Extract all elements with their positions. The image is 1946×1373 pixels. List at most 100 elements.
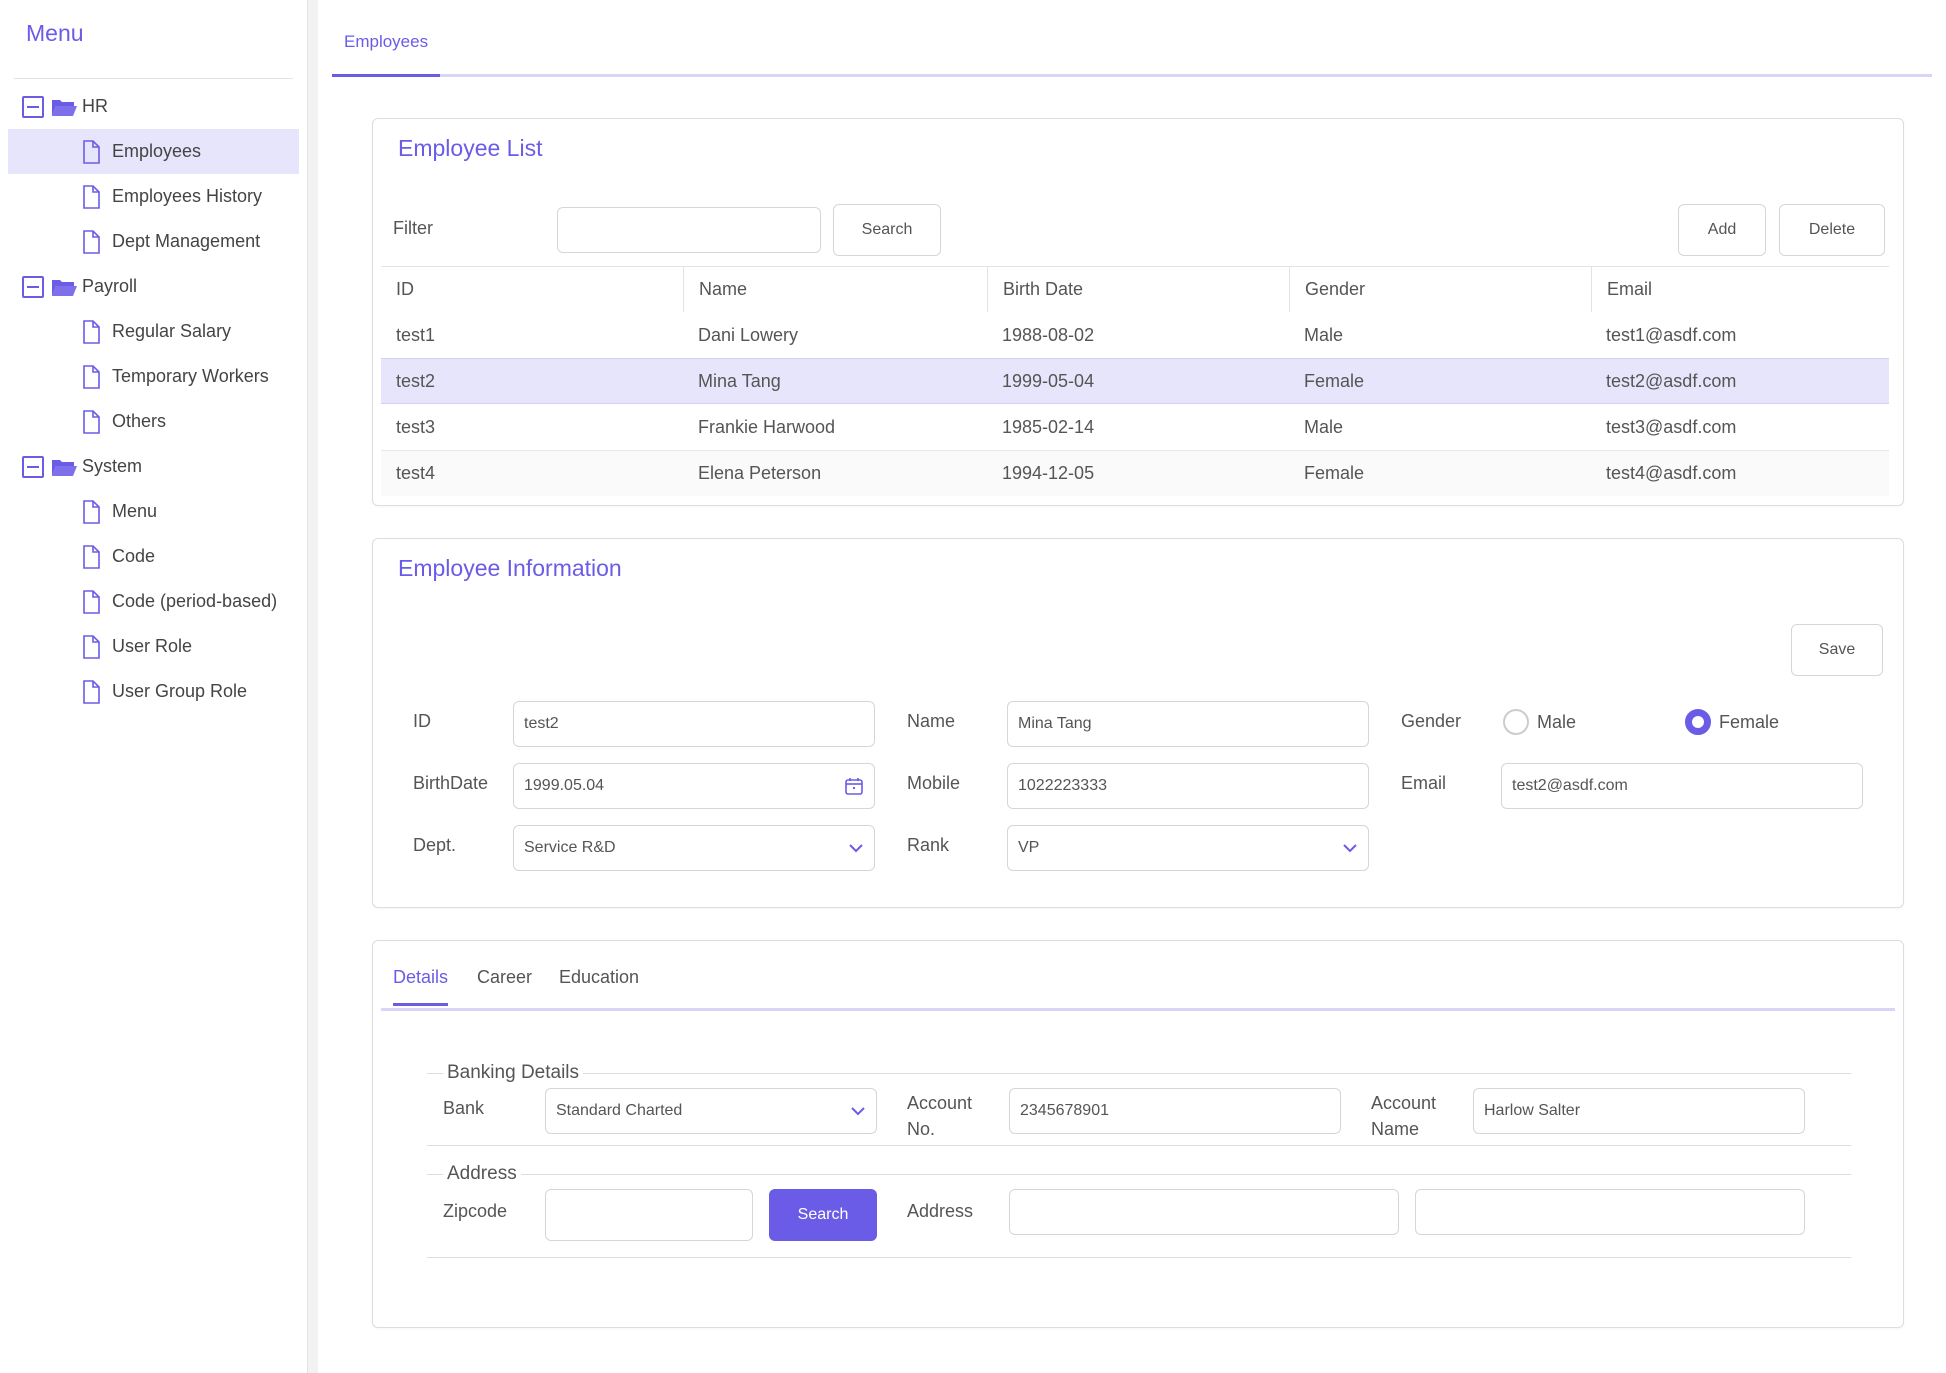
employee-list-card: Employee List Filter Search Add Delete I… — [372, 118, 1904, 506]
tab-career[interactable]: Career — [477, 967, 533, 987]
column-header-id[interactable]: ID — [396, 279, 414, 299]
file-icon — [83, 589, 100, 614]
column-header-gender[interactable]: Gender — [1289, 267, 1591, 312]
bank-select[interactable]: Standard Charted — [545, 1088, 877, 1134]
table-cell: Frankie Harwood — [698, 416, 836, 437]
zipcode-field[interactable] — [545, 1189, 753, 1241]
address-label: Address — [907, 1201, 974, 1221]
table-cell: Male — [1304, 416, 1344, 437]
name-value: Mina Tang — [1018, 715, 1092, 732]
table-row[interactable]: test3 Frankie Harwood 1985-02-14 Male test3@… — [381, 404, 1889, 450]
table-cell: Dani Lowery — [698, 324, 799, 345]
radio-checked-icon — [1685, 709, 1711, 735]
account-name-label-line1: Account — [1371, 1093, 1437, 1113]
account-name-field[interactable]: Harlow Salter — [1473, 1088, 1805, 1134]
sidebar-item-user-role[interactable]: User Role — [8, 624, 299, 669]
table-row[interactable]: test4 Elena Peterson 1994-12-05 Female test4… — [381, 450, 1889, 496]
add-button[interactable]: Add — [1678, 204, 1766, 256]
table-cell: test2@asdf.com — [1606, 370, 1737, 391]
name-field[interactable]: Mina Tang — [1007, 701, 1369, 747]
address-line2-field[interactable] — [1415, 1189, 1805, 1235]
dept-value: Service R&D — [524, 839, 616, 856]
sidebar-item-code-period-based[interactable]: Code (period-based) — [8, 579, 299, 624]
sidebar-group-payroll[interactable]: Payroll — [8, 264, 299, 309]
search-button[interactable]: Search — [833, 204, 941, 256]
zipcode-search-button[interactable]: Search — [769, 1189, 877, 1241]
file-icon — [83, 184, 100, 209]
email-field[interactable]: test2@asdf.com — [1501, 763, 1863, 809]
zipcode-label: Zipcode — [443, 1201, 508, 1221]
tab-education[interactable]: Education — [559, 967, 640, 987]
mobile-label: Mobile — [907, 773, 961, 793]
employee-table: ID Name Birth Date Gender Email test1 Dan… — [381, 266, 1889, 496]
sidebar-item-label: User Role — [112, 636, 193, 656]
tab-details[interactable]: Details — [393, 967, 449, 1006]
rank-select[interactable]: VP — [1007, 825, 1369, 871]
table-cell: 1988-08-02 — [1002, 324, 1095, 345]
table-cell: test1 — [396, 324, 436, 345]
column-header-email[interactable]: Email — [1591, 267, 1889, 312]
calendar-icon[interactable] — [844, 776, 864, 796]
collapse-icon[interactable] — [22, 95, 44, 118]
sidebar-group-system[interactable]: System — [8, 444, 299, 489]
rank-label: Rank — [907, 835, 950, 855]
birthdate-field[interactable]: 1999.05.04 — [513, 763, 875, 809]
birthdate-label: BirthDate — [413, 773, 489, 793]
table-cell: 1985-02-14 — [1002, 416, 1095, 437]
file-icon — [83, 499, 100, 524]
gender-male-label: Male — [1537, 711, 1577, 732]
dept-label: Dept. — [413, 835, 457, 855]
gender-male-radio[interactable]: Male — [1503, 709, 1576, 735]
id-value: test2 — [524, 715, 559, 732]
sidebar-item-label: Temporary Workers — [112, 366, 269, 386]
address-line1-field[interactable] — [1009, 1189, 1399, 1235]
collapse-icon[interactable] — [22, 455, 44, 478]
id-field[interactable]: test2 — [513, 701, 875, 747]
account-no-label-line2: No. — [907, 1119, 936, 1139]
sidebar-item-employees[interactable]: Employees — [8, 129, 299, 174]
dept-select[interactable]: Service R&D — [513, 825, 875, 871]
table-row[interactable]: test1 Dani Lowery 1988-08-02 Male test1@asdf… — [381, 312, 1889, 358]
banking-details-legend: Banking Details — [443, 1062, 584, 1084]
name-label: Name — [907, 711, 956, 731]
sidebar-item-user-group-role[interactable]: User Group Role — [8, 669, 299, 714]
menu-tree: HR Employees Employees History Dept Managem… — [8, 84, 299, 714]
sidebar: Menu HR Employees Employees History Dept Ma… — [0, 0, 308, 1373]
sidebar-item-label: User Group Role — [112, 681, 248, 701]
file-icon — [83, 679, 100, 704]
table-cell: Elena Peterson — [698, 463, 822, 483]
save-button[interactable]: Save — [1791, 624, 1883, 676]
mobile-field[interactable]: 1022223333 — [1007, 763, 1369, 809]
gender-female-radio[interactable]: Female — [1685, 709, 1779, 735]
column-header-birth-date[interactable]: Birth Date — [987, 267, 1289, 312]
sidebar-item-code[interactable]: Code — [8, 534, 299, 579]
table-row[interactable]: test2 Mina Tang 1999-05-04 Female test2@asdf… — [381, 358, 1889, 404]
collapse-icon[interactable] — [22, 275, 44, 298]
file-icon — [83, 634, 100, 659]
menu-divider — [14, 78, 293, 79]
sidebar-item-employees-history[interactable]: Employees History — [8, 174, 299, 219]
sidebar-item-dept-management[interactable]: Dept Management — [8, 219, 299, 264]
table-cell: Male — [1304, 324, 1344, 345]
file-icon — [83, 229, 100, 254]
employee-list-title: Employee List — [398, 135, 543, 161]
delete-button[interactable]: Delete — [1779, 204, 1885, 256]
sidebar-item-others[interactable]: Others — [8, 399, 299, 444]
file-icon — [83, 409, 100, 434]
column-header-name[interactable]: Name — [683, 267, 987, 312]
account-no-label-line1: Account — [907, 1093, 973, 1113]
filter-input[interactable] — [557, 207, 821, 253]
sidebar-item-menu[interactable]: Menu — [8, 489, 299, 534]
sidebar-item-temporary-workers[interactable]: Temporary Workers — [8, 354, 299, 399]
file-icon — [83, 364, 100, 389]
sidebar-group-hr[interactable]: HR — [8, 84, 299, 129]
account-no-label: Account No. — [907, 1090, 972, 1142]
tab-employees[interactable]: Employees — [332, 0, 441, 77]
account-name-label-line2: Name — [1371, 1119, 1420, 1139]
email-label: Email — [1401, 773, 1447, 793]
sidebar-item-label: Menu — [112, 501, 158, 521]
account-no-field[interactable]: 2345678901 — [1009, 1088, 1341, 1134]
sidebar-item-regular-salary[interactable]: Regular Salary — [8, 309, 299, 354]
table-cell: Female — [1304, 463, 1365, 483]
employee-info-title: Employee Information — [398, 555, 622, 581]
